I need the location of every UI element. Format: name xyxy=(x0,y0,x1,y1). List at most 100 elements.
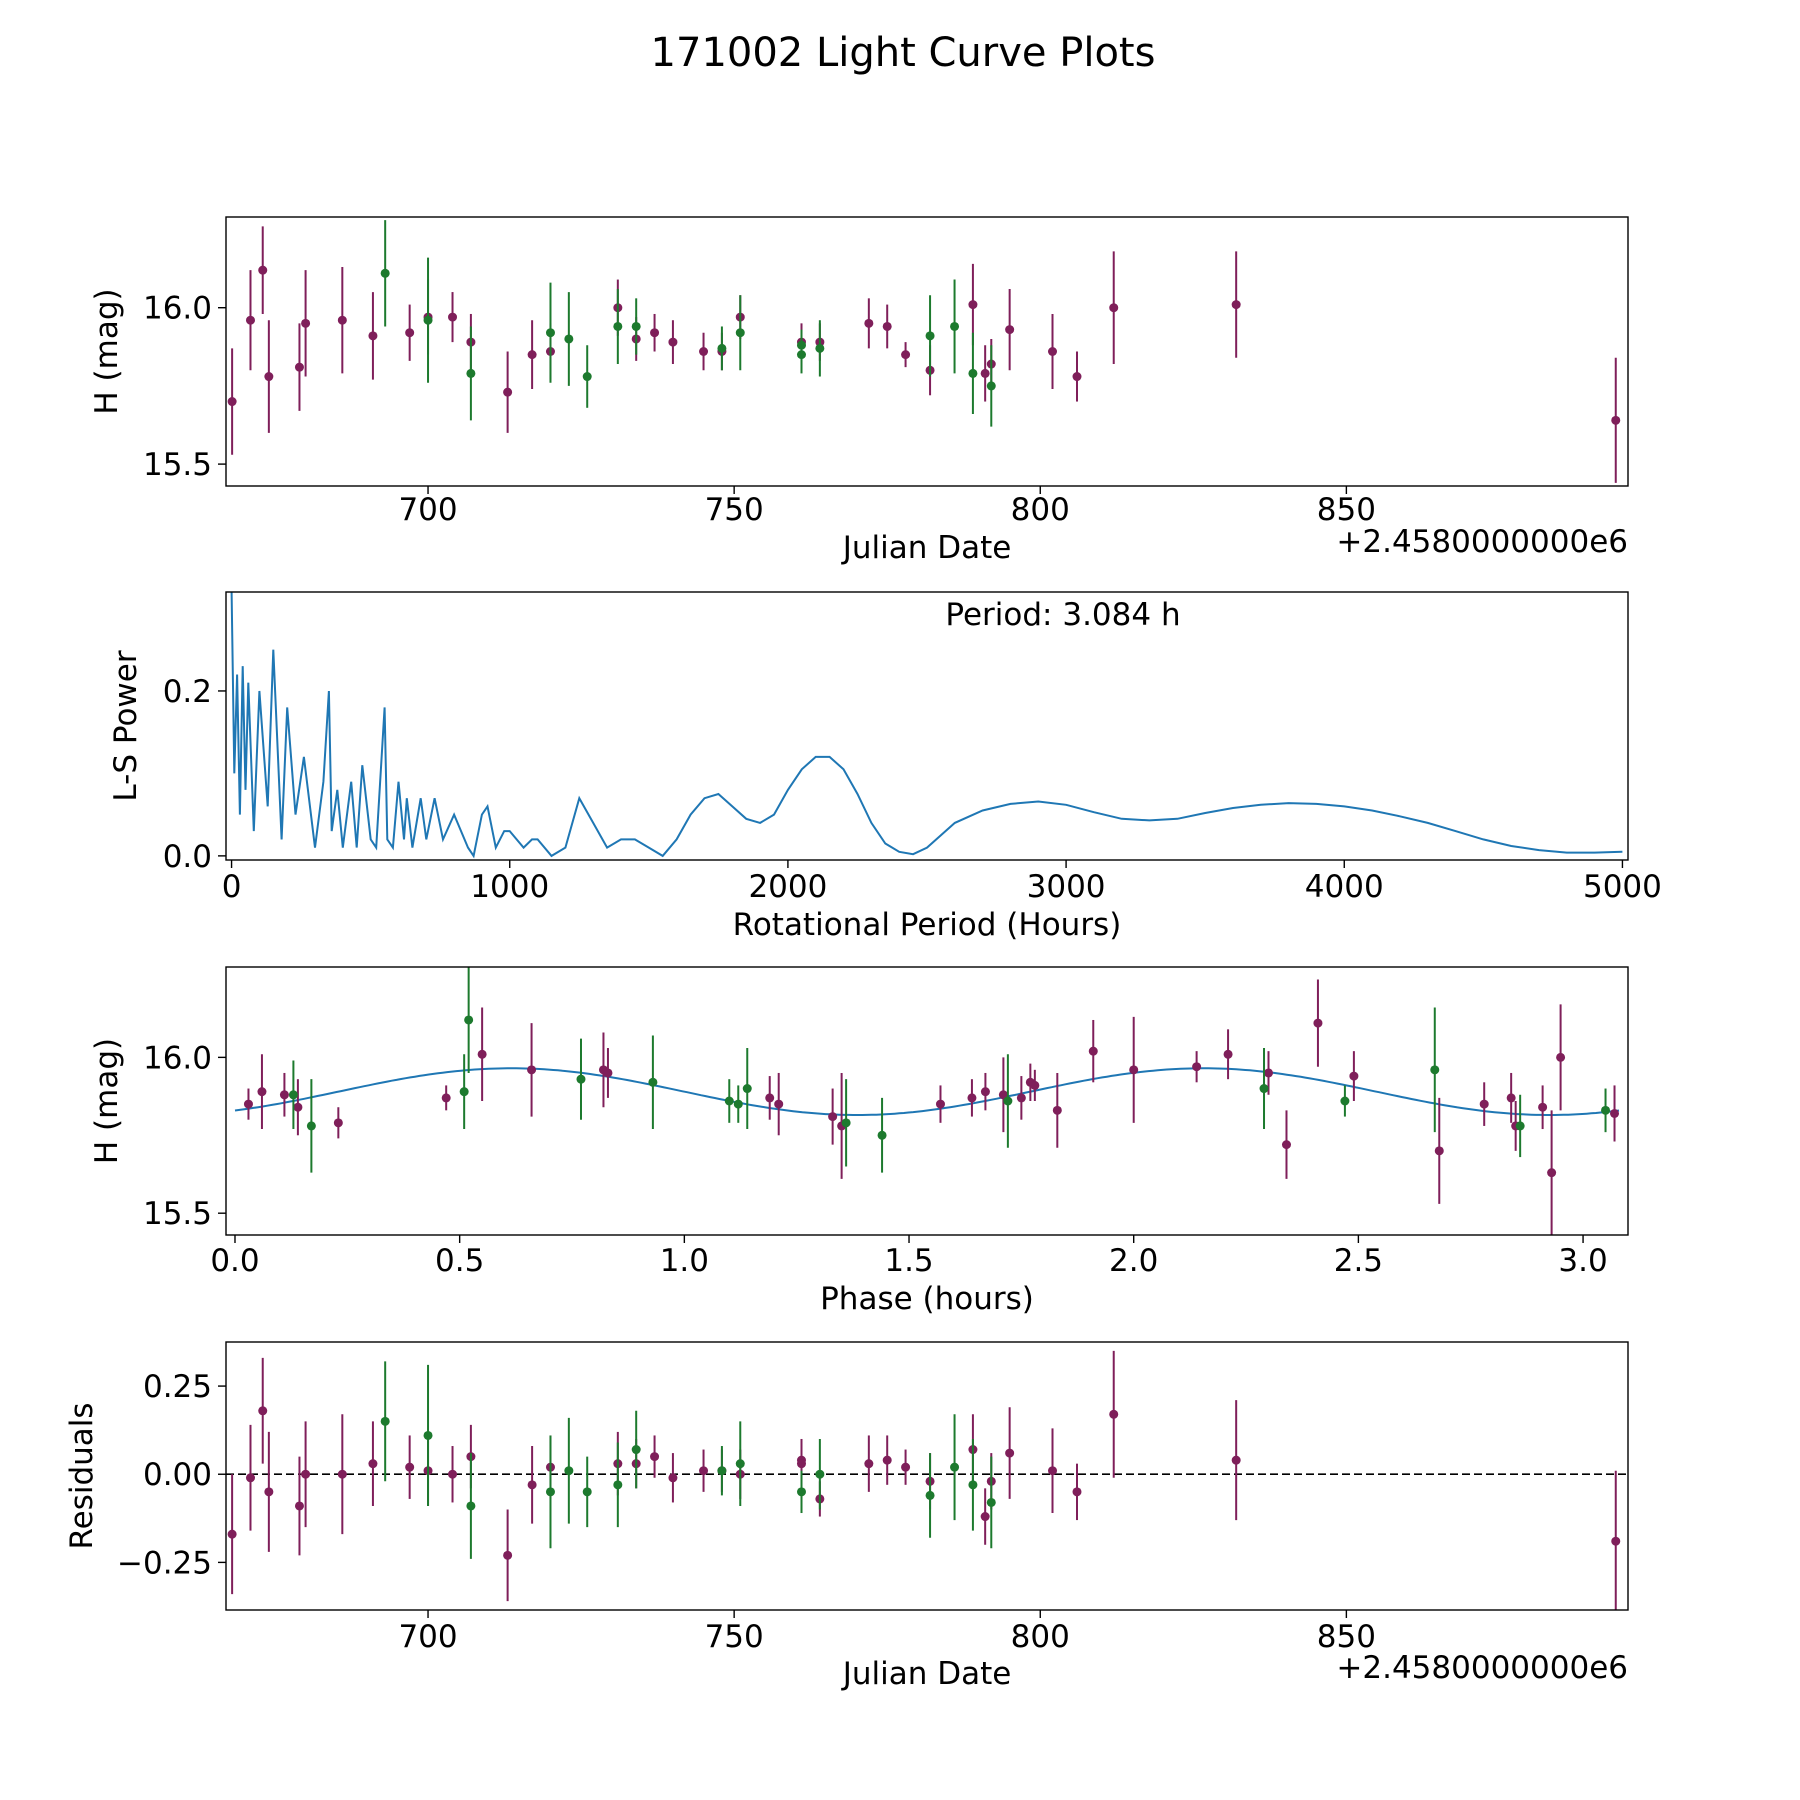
x-tick-label: 1000 xyxy=(470,869,549,905)
data-point xyxy=(1611,1536,1621,1546)
data-point xyxy=(935,1099,945,1109)
fit-curve xyxy=(234,1067,1620,1116)
series-green xyxy=(380,220,996,427)
x-tick-label: 1.0 xyxy=(660,1243,709,1279)
data-point xyxy=(796,1459,806,1469)
data-point xyxy=(464,1015,474,1025)
data-point xyxy=(258,265,268,275)
series-magenta xyxy=(227,1350,1621,1610)
data-point xyxy=(967,1093,977,1103)
data-point xyxy=(477,1049,487,1059)
data-point xyxy=(1016,1093,1026,1103)
data-point xyxy=(1281,1140,1291,1150)
data-point xyxy=(288,1090,298,1100)
data-point xyxy=(448,1469,458,1479)
y-tick-label: 16.0 xyxy=(143,291,212,327)
data-point xyxy=(1048,1466,1058,1476)
data-point xyxy=(1349,1071,1359,1081)
y-tick-label: −0.25 xyxy=(117,1545,212,1581)
data-point xyxy=(986,381,996,391)
data-point xyxy=(245,1473,255,1483)
plot-area xyxy=(234,967,1620,1235)
x-tick-label: 3.0 xyxy=(1558,1243,1607,1279)
figure-title: 171002 Light Curve Plots xyxy=(651,30,1156,76)
data-point xyxy=(294,1501,304,1511)
data-point xyxy=(1005,1448,1015,1458)
data-point xyxy=(717,343,727,353)
data-point xyxy=(774,1099,784,1109)
x-offset-text: +2.4580000000e6 xyxy=(1336,524,1628,560)
data-point xyxy=(925,331,935,341)
x-tick-label: 750 xyxy=(705,1619,764,1655)
x-tick-label: 700 xyxy=(398,492,457,528)
y-tick-label: 0.2 xyxy=(163,674,212,710)
data-point xyxy=(1340,1096,1350,1106)
x-axis-label: Julian Date xyxy=(841,530,1012,566)
data-point xyxy=(742,1084,752,1094)
data-point xyxy=(968,300,978,310)
data-point xyxy=(1048,347,1058,356)
axes-frame xyxy=(225,591,1629,861)
data-point xyxy=(717,1466,727,1476)
series-magenta xyxy=(227,226,1621,483)
data-point xyxy=(699,1466,709,1476)
data-point xyxy=(423,1430,433,1440)
panel-phased: 0.0 0.5 1.0 1.5 2.0 2.5 3.0 15.5 16.0 Phase (hour… xyxy=(89,966,1629,1317)
data-point xyxy=(405,328,415,338)
panel-residuals: 700 750 800 850 −0.25 0.00 0.25 Julian Date Resi… xyxy=(64,1341,1629,1692)
x-tick-label: 800 xyxy=(1011,1619,1070,1655)
data-point xyxy=(735,1459,745,1469)
data-point xyxy=(613,321,623,331)
data-point xyxy=(264,1487,274,1497)
data-point xyxy=(227,397,237,407)
data-point xyxy=(864,1459,874,1469)
data-point xyxy=(1192,1062,1202,1072)
data-point xyxy=(796,1487,806,1497)
data-point xyxy=(882,321,892,331)
data-point xyxy=(648,1077,658,1087)
data-point xyxy=(459,1087,469,1097)
x-tick-label: 0.5 xyxy=(435,1243,484,1279)
data-point xyxy=(527,1065,537,1075)
data-point xyxy=(998,1090,1008,1100)
panel-lightcurve: 700 750 800 850 15.5 16.0 Julian Date H (mag) +2… xyxy=(89,216,1629,566)
y-axis-label: L-S Power xyxy=(108,650,144,801)
data-point xyxy=(1231,1455,1241,1465)
data-point xyxy=(306,1121,316,1131)
data-point xyxy=(1030,1080,1040,1090)
data-point xyxy=(968,368,978,378)
data-point xyxy=(380,1416,390,1426)
series-green xyxy=(288,967,1611,1173)
panels: 700 750 800 850 15.5 16.0 Julian Date H (mag) +2… xyxy=(64,216,1662,1692)
data-point xyxy=(333,1118,343,1128)
data-point xyxy=(986,1497,996,1507)
data-point xyxy=(466,1501,476,1511)
data-point xyxy=(301,1469,311,1479)
data-point xyxy=(527,1480,537,1490)
data-point xyxy=(466,368,476,378)
data-point xyxy=(765,1093,775,1103)
data-point xyxy=(337,1469,347,1479)
data-point xyxy=(950,321,960,331)
data-point xyxy=(613,1480,623,1490)
data-point xyxy=(448,312,458,322)
x-tick-label: 2000 xyxy=(748,869,827,905)
data-point xyxy=(337,315,347,325)
data-point xyxy=(724,1096,734,1106)
data-point xyxy=(668,337,678,347)
data-point xyxy=(1223,1049,1233,1059)
x-tick-label: 700 xyxy=(398,1619,457,1655)
data-point xyxy=(1430,1065,1440,1075)
y-tick-label: 0.00 xyxy=(143,1457,212,1493)
data-point xyxy=(576,1074,586,1084)
y-axis-label: Residuals xyxy=(64,1402,100,1549)
data-point xyxy=(733,1099,743,1109)
panel-periodogram: 0 1000 2000 3000 4000 5000 0.0 0.2 Rotational Pe… xyxy=(108,591,1662,943)
x-axis-label: Julian Date xyxy=(841,1656,1012,1692)
x-tick-label: 850 xyxy=(1317,492,1376,528)
x-tick-label: 5000 xyxy=(1583,869,1662,905)
data-point xyxy=(980,1512,990,1522)
data-point xyxy=(864,318,874,328)
plot-area xyxy=(226,1350,1628,1610)
data-point xyxy=(1515,1121,1525,1131)
